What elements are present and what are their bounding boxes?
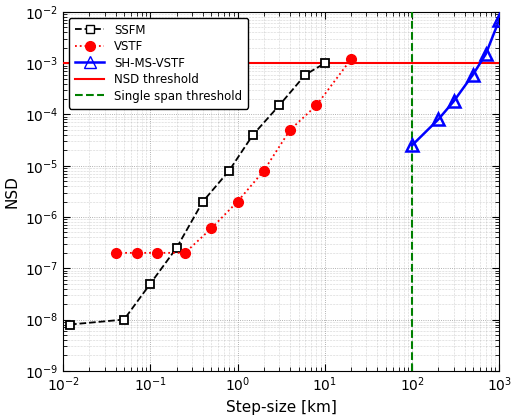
Y-axis label: NSD: NSD — [4, 175, 19, 208]
X-axis label: Step-size [km]: Step-size [km] — [225, 400, 336, 415]
Legend: SSFM, VSTF, SH-MS-VSTF, NSD threshold, Single span threshold: SSFM, VSTF, SH-MS-VSTF, NSD threshold, S… — [69, 18, 248, 109]
